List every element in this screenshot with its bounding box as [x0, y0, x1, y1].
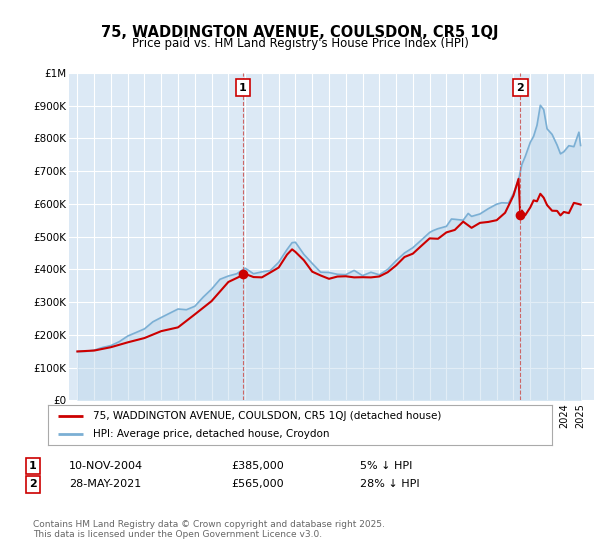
- Text: 2: 2: [517, 83, 524, 92]
- Text: 1: 1: [29, 461, 37, 471]
- Text: 5% ↓ HPI: 5% ↓ HPI: [360, 461, 412, 471]
- Text: 1: 1: [239, 83, 247, 92]
- Text: HPI: Average price, detached house, Croydon: HPI: Average price, detached house, Croy…: [94, 430, 330, 439]
- Text: 2: 2: [29, 479, 37, 489]
- Text: £565,000: £565,000: [231, 479, 284, 489]
- Text: Contains HM Land Registry data © Crown copyright and database right 2025.
This d: Contains HM Land Registry data © Crown c…: [33, 520, 385, 539]
- Text: 75, WADDINGTON AVENUE, COULSDON, CR5 1QJ (detached house): 75, WADDINGTON AVENUE, COULSDON, CR5 1QJ…: [94, 411, 442, 421]
- Text: 28-MAY-2021: 28-MAY-2021: [69, 479, 141, 489]
- Text: £385,000: £385,000: [231, 461, 284, 471]
- Text: 10-NOV-2004: 10-NOV-2004: [69, 461, 143, 471]
- Text: Price paid vs. HM Land Registry's House Price Index (HPI): Price paid vs. HM Land Registry's House …: [131, 37, 469, 50]
- Text: 75, WADDINGTON AVENUE, COULSDON, CR5 1QJ: 75, WADDINGTON AVENUE, COULSDON, CR5 1QJ: [101, 25, 499, 40]
- Text: 28% ↓ HPI: 28% ↓ HPI: [360, 479, 419, 489]
